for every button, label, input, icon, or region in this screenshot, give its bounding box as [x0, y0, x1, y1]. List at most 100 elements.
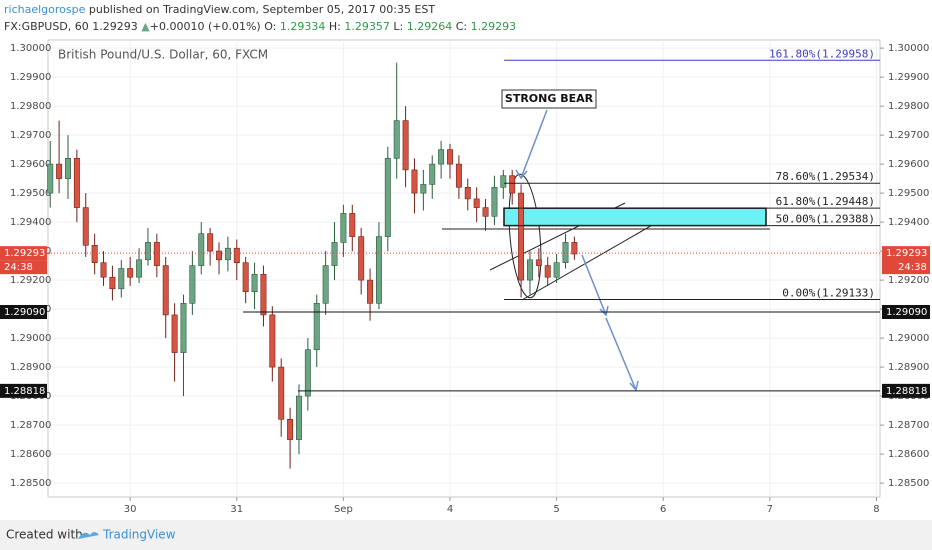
price-badge: [882, 383, 930, 398]
symbol: FX:GBPUSD, 60: [4, 20, 89, 33]
price-badge: [0, 383, 47, 398]
footer-brand[interactable]: TradingView: [102, 528, 176, 542]
candle-body: [562, 242, 569, 264]
y-tick-label: 1.28900: [888, 362, 929, 373]
y-tick-label: 1.28900: [10, 362, 51, 373]
x-tick-label: 4: [447, 504, 453, 515]
price-badge-label: 1.28818: [4, 386, 45, 397]
candle-body: [118, 268, 125, 290]
candle-body: [127, 268, 134, 278]
candle-body: [136, 259, 143, 278]
y-tick-label: 1.29600: [10, 159, 51, 170]
x-tick-label: 31: [230, 504, 243, 515]
x-tick-label: 30: [124, 504, 137, 515]
price-badge-label: 1.28818: [886, 386, 927, 397]
candle-body: [278, 366, 285, 420]
candle-body: [82, 207, 89, 246]
candle-body: [207, 233, 214, 252]
plot-area: [47, 39, 881, 498]
drawings: [442, 109, 770, 392]
ohlc-label: L:: [393, 20, 403, 33]
countdown: 24:38: [4, 262, 33, 273]
candle-body: [198, 233, 205, 266]
y-tick-label: 1.28500: [888, 478, 929, 489]
candle-body: [571, 242, 578, 255]
candle-body: [171, 314, 178, 353]
candle-body: [526, 259, 533, 281]
ohlc-value: 1.29264: [407, 20, 453, 33]
ellipse: [508, 173, 542, 299]
x-tick-label: 7: [767, 504, 773, 515]
y-tick-label: 1.28700: [888, 420, 929, 431]
candle-body: [180, 302, 187, 353]
candle-body: [56, 163, 63, 179]
candle-body: [473, 198, 480, 208]
candle-body: [455, 163, 462, 188]
candle-body: [367, 279, 374, 304]
footer-text: Created with: [6, 528, 83, 542]
change: +0.00010 (+0.01%): [150, 20, 261, 33]
candle-body: [47, 163, 54, 194]
candle-body: [402, 120, 409, 171]
published-text: published on TradingView.com, September …: [89, 3, 436, 16]
price-badge-label: 1.29090: [4, 307, 45, 318]
chart-title: British Pound/U.S. Dollar, 60, FXCM: [58, 48, 268, 62]
x-tick-label: 8: [873, 504, 879, 515]
candle-body: [296, 395, 302, 440]
y-tick-label: 1.29200: [10, 275, 51, 286]
symbol-line: FX:GBPUSD, 60 1.29293 ▲+0.00010 (+0.01%)…: [4, 20, 516, 33]
footer-logo: [78, 532, 99, 539]
candle-body: [269, 314, 276, 368]
arrow-head: [515, 169, 528, 180]
fib-label: 50.00%(1.29388): [776, 213, 875, 226]
ohlc-label: O:: [264, 20, 276, 33]
y-tick-label: 1.28600: [888, 449, 929, 460]
x-tick-label: 5: [553, 504, 559, 515]
candle-body: [447, 149, 453, 165]
arrow-head: [599, 305, 609, 317]
candle-body: [216, 250, 222, 261]
y-tick-label: 1.30000: [888, 43, 929, 54]
candle-body: [91, 245, 98, 264]
y-tick-label: 1.29500: [10, 188, 51, 199]
publisher[interactable]: richaelgorospe: [4, 3, 86, 16]
price-badge-label: 1.29293: [886, 248, 927, 259]
candle-body: [518, 192, 525, 281]
y-tick-label: 1.28700: [10, 420, 51, 431]
candle-body: [420, 184, 427, 194]
price-badge-label: 1.29293: [4, 248, 45, 259]
ohlc-value: 1.29334: [280, 20, 326, 33]
header-line: richaelgorospe published on TradingView.…: [4, 3, 435, 16]
candle-body: [429, 163, 436, 185]
ohlc-label: C:: [456, 20, 467, 33]
candle-body: [384, 158, 391, 237]
candle-body: [109, 276, 116, 290]
candle-body: [153, 242, 160, 266]
candle-body: [500, 175, 507, 188]
candle-body: [464, 187, 471, 200]
y-tick-label: 1.29700: [10, 130, 51, 141]
price-badge: [882, 246, 930, 275]
last-price: 1.29293: [92, 20, 138, 33]
candle-body: [358, 236, 365, 281]
price-badge: [882, 304, 930, 319]
plot-frame: [47, 39, 881, 498]
y-tick-label: 1.29400: [888, 217, 929, 228]
y-tick-label: 1.29200: [888, 275, 929, 286]
zone: [503, 207, 767, 227]
candle-body: [411, 169, 418, 194]
candle-body: [100, 262, 107, 278]
candle-body: [189, 265, 196, 304]
candle-body: [438, 149, 445, 165]
arrow: [581, 254, 607, 316]
fib-label: 0.00%(1.29133): [782, 287, 875, 300]
y-tick-label: 1.29000: [10, 333, 51, 344]
x-tick-label: 6: [660, 504, 666, 515]
candle-body: [304, 349, 311, 397]
candle-body: [73, 158, 80, 208]
y-tick-label: 1.29700: [888, 130, 929, 141]
arrow-head: [629, 380, 639, 392]
candle-body: [251, 273, 258, 292]
change-arrow: ▲: [141, 20, 150, 33]
